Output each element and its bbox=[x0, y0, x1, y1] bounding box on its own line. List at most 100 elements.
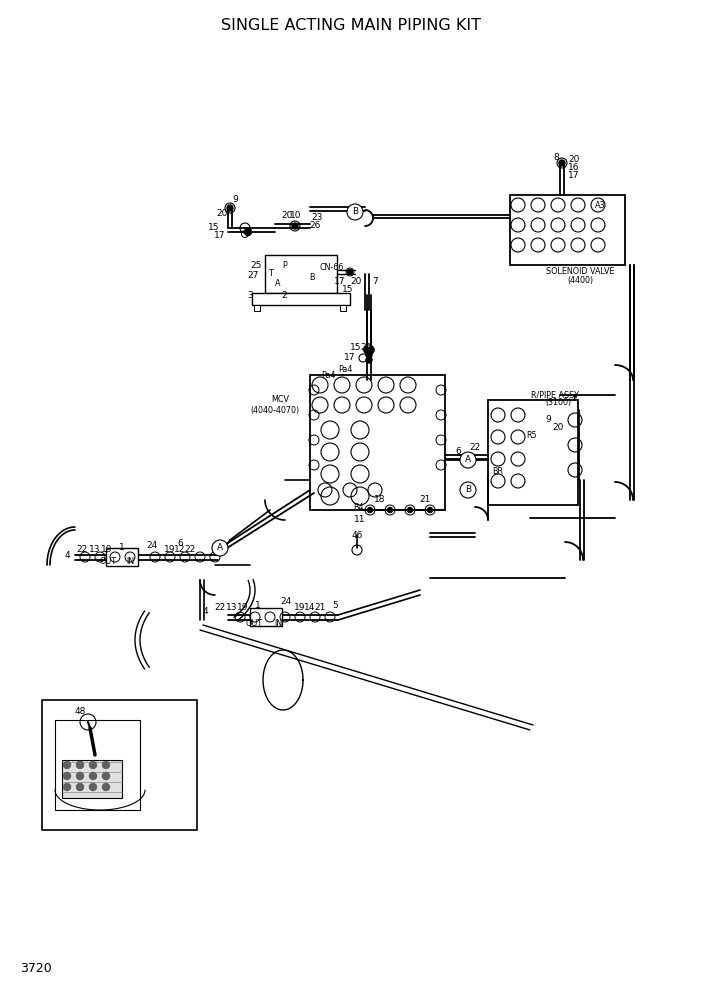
Text: 20: 20 bbox=[552, 424, 564, 433]
Text: 26: 26 bbox=[310, 221, 321, 230]
Text: 22: 22 bbox=[77, 546, 88, 555]
Bar bbox=[55, 720, 140, 810]
Text: 2: 2 bbox=[282, 291, 287, 300]
Text: 20: 20 bbox=[360, 343, 371, 352]
Text: R/PIPE ASSY: R/PIPE ASSY bbox=[531, 391, 579, 400]
Text: Pa4: Pa4 bbox=[338, 365, 352, 375]
Text: 22: 22 bbox=[214, 603, 225, 612]
Text: 16: 16 bbox=[568, 164, 580, 173]
Circle shape bbox=[559, 160, 565, 166]
Text: 18: 18 bbox=[374, 495, 386, 505]
Text: 20: 20 bbox=[350, 278, 362, 287]
Text: 15: 15 bbox=[343, 286, 354, 295]
Circle shape bbox=[63, 762, 70, 769]
Bar bbox=[106, 548, 138, 566]
Text: IN: IN bbox=[126, 558, 134, 566]
Text: (4040-4070): (4040-4070) bbox=[251, 406, 300, 415]
Bar bbox=[42, 700, 197, 830]
Text: 11: 11 bbox=[355, 516, 366, 525]
Circle shape bbox=[102, 784, 110, 791]
Text: 17: 17 bbox=[568, 171, 580, 180]
Text: 19: 19 bbox=[294, 603, 306, 612]
Circle shape bbox=[102, 762, 110, 769]
Circle shape bbox=[368, 508, 373, 513]
Text: 12: 12 bbox=[174, 546, 186, 555]
Text: B4: B4 bbox=[352, 504, 363, 513]
Text: 7: 7 bbox=[372, 278, 378, 287]
Circle shape bbox=[368, 347, 374, 353]
Text: CN-66: CN-66 bbox=[320, 263, 344, 272]
Text: 6: 6 bbox=[455, 447, 461, 456]
Text: 24: 24 bbox=[147, 541, 158, 550]
Circle shape bbox=[366, 357, 372, 363]
Circle shape bbox=[347, 204, 363, 220]
Text: 14: 14 bbox=[304, 603, 316, 612]
Text: 21: 21 bbox=[419, 495, 431, 505]
Bar bbox=[488, 400, 578, 505]
Text: 13: 13 bbox=[89, 546, 101, 555]
Bar bbox=[310, 375, 445, 510]
Text: OUT: OUT bbox=[100, 558, 117, 566]
Text: 1: 1 bbox=[255, 601, 261, 610]
Circle shape bbox=[89, 762, 96, 769]
Circle shape bbox=[460, 482, 476, 498]
Text: SOLENOID VALVE: SOLENOID VALVE bbox=[545, 268, 614, 277]
Text: 20: 20 bbox=[216, 209, 227, 218]
Circle shape bbox=[407, 508, 413, 513]
Circle shape bbox=[347, 270, 352, 275]
Circle shape bbox=[366, 352, 372, 358]
Text: A: A bbox=[275, 279, 281, 288]
Bar bbox=[340, 305, 346, 311]
Text: P: P bbox=[283, 261, 287, 270]
Bar bbox=[252, 293, 350, 305]
Circle shape bbox=[63, 773, 70, 780]
Bar bbox=[254, 305, 260, 311]
Text: 6: 6 bbox=[177, 539, 183, 548]
Text: (3100): (3100) bbox=[545, 399, 571, 408]
Text: BR: BR bbox=[493, 467, 503, 476]
Text: 24: 24 bbox=[280, 597, 291, 606]
Text: MCV: MCV bbox=[271, 396, 289, 405]
Text: B: B bbox=[352, 207, 358, 216]
Text: 25: 25 bbox=[251, 261, 262, 270]
Circle shape bbox=[89, 773, 96, 780]
Circle shape bbox=[244, 228, 251, 235]
Text: 5: 5 bbox=[332, 601, 338, 610]
Text: 8: 8 bbox=[553, 154, 559, 163]
Text: (4400): (4400) bbox=[567, 276, 593, 285]
Text: OUT: OUT bbox=[246, 618, 263, 628]
Circle shape bbox=[77, 784, 84, 791]
Text: R5: R5 bbox=[526, 431, 537, 439]
Text: 9: 9 bbox=[545, 416, 551, 425]
Text: 9: 9 bbox=[232, 195, 238, 204]
Bar bbox=[265, 255, 337, 293]
Text: 17: 17 bbox=[334, 278, 346, 287]
Text: SINGLE ACTING MAIN PIPING KIT: SINGLE ACTING MAIN PIPING KIT bbox=[221, 18, 481, 33]
Text: T: T bbox=[267, 269, 272, 278]
Text: 3720: 3720 bbox=[20, 962, 52, 975]
Text: 46: 46 bbox=[351, 531, 363, 540]
Text: 20: 20 bbox=[282, 211, 293, 220]
Circle shape bbox=[89, 784, 96, 791]
Circle shape bbox=[292, 223, 298, 229]
Text: B: B bbox=[465, 485, 471, 494]
Text: 10: 10 bbox=[290, 211, 302, 220]
Text: 13: 13 bbox=[226, 603, 238, 612]
Circle shape bbox=[227, 205, 233, 211]
Circle shape bbox=[428, 508, 432, 513]
Text: A3: A3 bbox=[595, 200, 605, 209]
Circle shape bbox=[77, 773, 84, 780]
Circle shape bbox=[388, 508, 392, 513]
Text: B: B bbox=[310, 274, 314, 283]
Text: 1: 1 bbox=[119, 543, 125, 552]
Text: 15: 15 bbox=[350, 343, 362, 352]
Text: 27: 27 bbox=[247, 271, 259, 280]
Text: 4: 4 bbox=[202, 607, 208, 616]
Text: 3: 3 bbox=[247, 291, 253, 300]
Text: 19: 19 bbox=[101, 546, 113, 555]
Text: 20: 20 bbox=[569, 156, 580, 165]
Text: 48: 48 bbox=[74, 707, 86, 716]
Circle shape bbox=[77, 762, 84, 769]
Circle shape bbox=[212, 540, 228, 556]
Text: 15: 15 bbox=[208, 223, 220, 232]
